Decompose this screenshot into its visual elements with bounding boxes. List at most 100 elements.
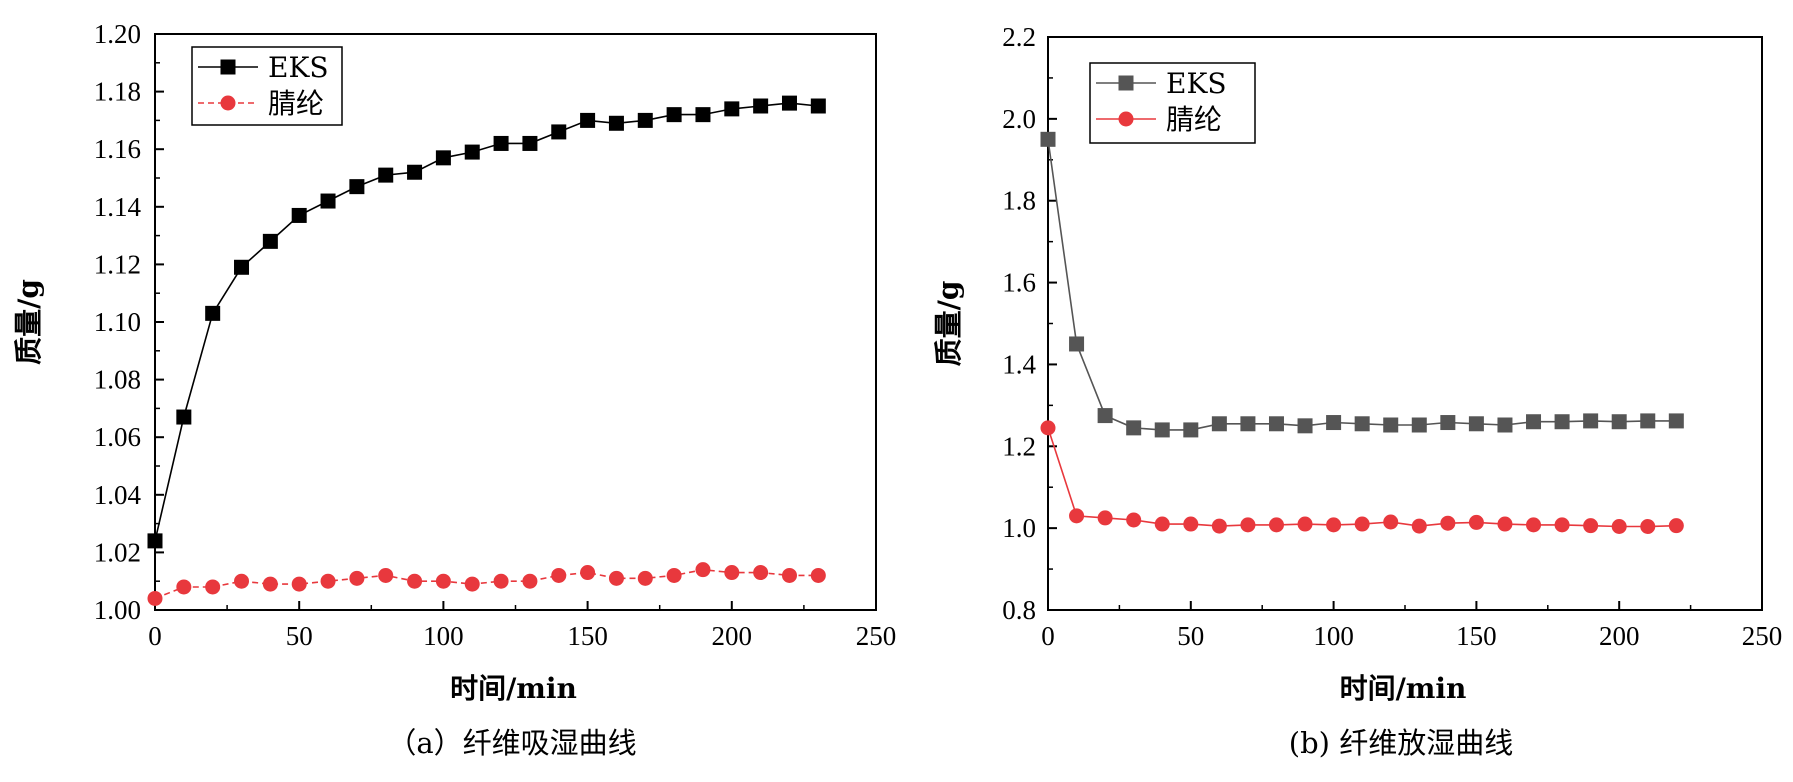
b-data-point — [1126, 420, 1142, 436]
b-y-tick-label: 0.8 — [1002, 595, 1036, 625]
a-data-point — [407, 164, 423, 180]
a-y-tick-label: 1.14 — [94, 192, 142, 222]
b-data-point — [1383, 514, 1399, 530]
a-y-tick-label: 1.00 — [94, 595, 141, 625]
a-data-point — [407, 573, 423, 589]
b-data-point — [1383, 417, 1399, 433]
a-data-point — [291, 576, 307, 592]
b-data-point — [1583, 413, 1599, 429]
a-y-tick-label: 1.12 — [94, 249, 141, 279]
a-data-point — [781, 95, 797, 111]
a-data-point — [695, 562, 711, 578]
b-data-point — [1354, 516, 1370, 532]
a-data-point — [176, 579, 192, 595]
a-x-tick-label: 200 — [712, 621, 753, 651]
a-data-point — [435, 573, 451, 589]
a-y-tick-label: 1.20 — [94, 19, 141, 49]
b-data-point — [1097, 510, 1113, 526]
a-data-point — [205, 305, 221, 321]
a-data-point — [234, 259, 250, 275]
b-data-point — [1611, 414, 1627, 430]
a-x-tick-label: 150 — [567, 621, 608, 651]
a-series-eks — [147, 95, 826, 549]
a-data-point — [234, 573, 250, 589]
a-data-point — [724, 565, 740, 581]
a-y-tick-label: 1.04 — [94, 480, 142, 510]
b-data-point — [1526, 517, 1542, 533]
b-data-point — [1069, 508, 1085, 524]
b-legend-box — [1089, 62, 1256, 144]
a-y-tick-label: 1.16 — [94, 134, 141, 164]
a-data-point — [753, 565, 769, 581]
b-data-point — [1040, 420, 1056, 436]
a-y-axis-title: 质量/g — [12, 279, 45, 365]
a-data-point — [637, 112, 653, 128]
b-data-point — [1154, 422, 1170, 438]
b-data-point — [1240, 416, 1256, 432]
b-y-tick-label: 1.4 — [1002, 349, 1036, 379]
a-data-point — [522, 573, 538, 589]
b-x-tick-label: 150 — [1456, 621, 1497, 651]
b-legend-label: 腈纶 — [1166, 103, 1222, 136]
a-data-point — [781, 567, 797, 583]
b-data-point — [1268, 416, 1284, 432]
b-series-eks — [1040, 131, 1684, 438]
b-data-point — [1297, 418, 1313, 434]
b-data-point — [1154, 516, 1170, 532]
b-data-point — [1411, 518, 1427, 534]
a-data-point — [378, 567, 394, 583]
b-x-tick-label: 0 — [1041, 621, 1055, 651]
b-data-point — [1411, 417, 1427, 433]
a-legend-marker — [220, 95, 236, 111]
a-x-tick-label: 100 — [423, 621, 464, 651]
b-data-point — [1668, 518, 1684, 534]
a-caption: （a）纤维吸湿曲线 — [387, 726, 636, 760]
b-data-point — [1468, 514, 1484, 530]
a-data-point — [580, 565, 596, 581]
b-data-point — [1040, 131, 1056, 147]
b-data-point — [1326, 415, 1342, 431]
b-data-point — [1526, 414, 1542, 430]
a-data-point — [464, 144, 480, 160]
a-data-point — [320, 193, 336, 209]
b-data-point — [1211, 416, 1227, 432]
chart-a-moisture-absorption: 0 50 100 150 200 250 1.00 1.02 1.04 1.06 1.08 1.10 1… — [12, 19, 896, 760]
b-data-point — [1440, 515, 1456, 531]
a-y-tick-label: 1.10 — [94, 307, 141, 337]
b-data-point — [1297, 516, 1313, 532]
a-legend-label: 腈纶 — [268, 87, 324, 120]
a-data-point — [378, 167, 394, 183]
a-y-tick-label: 1.06 — [94, 422, 141, 452]
b-data-point — [1640, 413, 1656, 429]
b-data-point — [1069, 336, 1085, 352]
b-data-point — [1611, 519, 1627, 535]
b-y-tick-label: 2.2 — [1002, 22, 1036, 52]
b-data-point — [1497, 417, 1513, 433]
a-data-point — [262, 576, 278, 592]
b-legend-marker — [1118, 111, 1134, 127]
b-data-point — [1440, 415, 1456, 431]
a-x-tick-label: 250 — [856, 621, 897, 651]
b-x-tick-label: 100 — [1313, 621, 1354, 651]
a-y-tick-label: 1.08 — [94, 365, 141, 395]
a-data-point — [753, 98, 769, 114]
a-legend-box — [191, 46, 343, 126]
b-y-tick-label: 1.2 — [1002, 431, 1036, 461]
b-data-point — [1268, 517, 1284, 533]
b-y-tick-label: 1.8 — [1002, 186, 1036, 216]
b-data-point — [1326, 517, 1342, 533]
a-y-tick-label: 1.02 — [94, 537, 141, 567]
a-data-point — [349, 570, 365, 586]
a-data-point — [493, 135, 509, 151]
b-data-point — [1668, 413, 1684, 429]
b-data-point — [1126, 512, 1142, 528]
a-data-point — [349, 179, 365, 195]
a-data-point — [147, 533, 163, 549]
b-x-tick-label: 200 — [1599, 621, 1640, 651]
b-legend-marker — [1118, 75, 1134, 91]
chart-b-moisture-release: 0 50 100 150 200 250 0.8 1.0 1.2 1.4 1.6 1.8 2.0 2.2 时… — [932, 22, 1782, 760]
a-data-point — [262, 233, 278, 249]
a-data-point — [724, 101, 740, 117]
